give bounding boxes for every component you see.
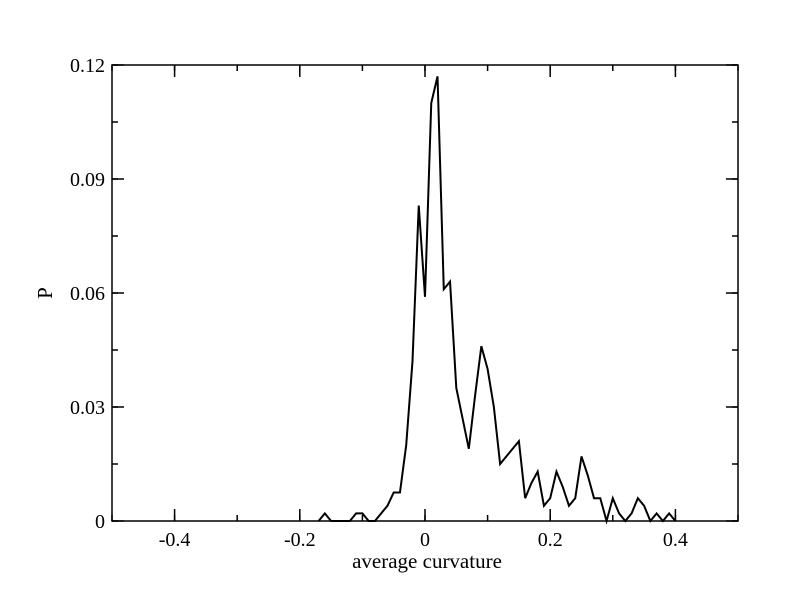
series-line: [317, 76, 677, 525]
y-tick-label: 0.03: [70, 397, 105, 419]
x-tick-label: 0.2: [538, 529, 563, 551]
y-tick-label: 0.09: [70, 169, 105, 191]
x-tick-label: 0.4: [663, 529, 688, 551]
x-axis-label: average curvature: [352, 549, 502, 573]
y-tick-label: 0.06: [70, 283, 105, 305]
y-tick-label: 0.12: [70, 55, 105, 77]
y-axis-label: P: [33, 287, 57, 299]
plot-frame: [111, 64, 739, 522]
x-tick-label: 0: [420, 529, 430, 551]
axis-tick-labels: -0.4 -0.2 0 0.2 0.4 0 0.03 0.06 0.09 0.12: [70, 55, 688, 551]
x-tick-label: -0.4: [159, 529, 191, 551]
x-tick-label: -0.2: [284, 529, 316, 551]
y-tick-label: 0: [95, 511, 105, 533]
